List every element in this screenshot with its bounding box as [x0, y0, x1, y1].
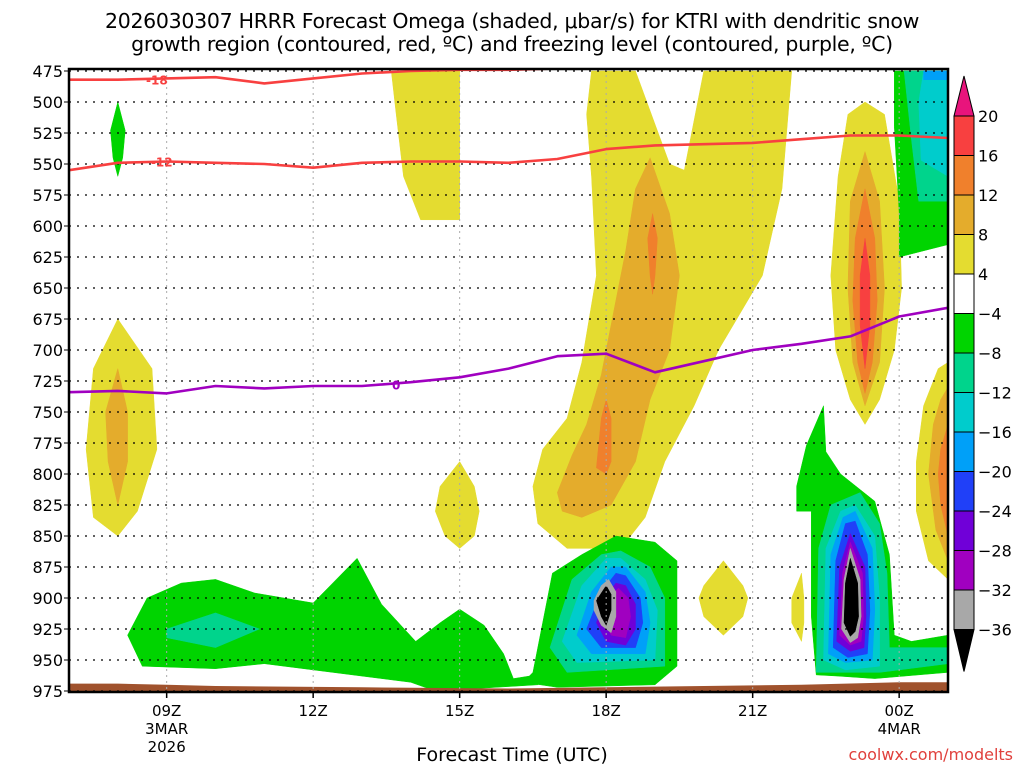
x-label-9-line0: 09Z: [152, 702, 181, 720]
x-label-12-line0: 12Z: [298, 702, 327, 720]
colorbar-label-12: −32: [978, 581, 1012, 600]
colorbar-label-13: −36: [978, 621, 1012, 640]
x-label-21-line0: 21Z: [738, 702, 767, 720]
omega-region-blue-upper-right: [923, 70, 948, 80]
omega-shading: [69, 70, 948, 692]
y-label-550: 550: [32, 155, 63, 174]
x-axis-title: Forecast Time (UTC): [416, 744, 608, 766]
colorbar-label-10: −24: [978, 502, 1012, 521]
y-label-575: 575: [32, 186, 63, 205]
x-label-24-line0: 00Z: [884, 702, 913, 720]
contour-dgz-minus-18: [69, 69, 612, 85]
y-label-650: 650: [32, 279, 63, 298]
y-label-625: 625: [32, 248, 63, 267]
colorbar-bin-1: [953, 155, 975, 196]
colorbar-label-2: 12: [978, 186, 998, 205]
y-label-775: 775: [32, 434, 63, 453]
colorbar-label-7: −12: [978, 384, 1012, 403]
contour-dgz-minus-12: [69, 134, 948, 172]
y-label-600: 600: [32, 217, 63, 236]
colorbar-label-8: −16: [978, 423, 1012, 442]
y-label-500: 500: [32, 93, 63, 112]
chart-title-line2: growth region (contoured, red, ºC) and f…: [131, 32, 893, 56]
colorbar-bin-11: [953, 550, 975, 591]
colorbar-bin-4: [953, 273, 975, 314]
omega-region-yellow-1900-small: [698, 560, 749, 636]
y-label-675: 675: [32, 310, 63, 329]
y-label-725: 725: [32, 372, 63, 391]
y-label-750: 750: [32, 403, 63, 422]
y-label-875: 875: [32, 558, 63, 577]
colorbar-label-6: −8: [978, 344, 1002, 363]
colorbar-bin-12: [953, 589, 975, 630]
omega-region-yellow-2200-small: [791, 572, 805, 642]
colorbar-bin-8: [953, 431, 975, 472]
contour-label-freezing-level-0: 0: [392, 379, 400, 393]
colorbar-bin-6: [953, 352, 975, 393]
colorbar-label-4: 4: [978, 265, 988, 284]
axes: [64, 67, 950, 698]
colorbar-bin-9: [953, 471, 975, 512]
contour-label-dgz-minus-18: -18: [146, 74, 168, 88]
colorbar-bin-7: [953, 392, 975, 433]
temperature-contours: -18 -12 0: [69, 69, 948, 395]
colorbar-label-1: 16: [978, 147, 998, 166]
omega-region-cyan-upper-right: [918, 70, 948, 177]
omega-region-black-2200: [843, 558, 859, 637]
y-axis-labels: 475 500 525 550 575 600 625 650 675 700 725 750 775 8…: [32, 62, 63, 701]
x-label-24-line1: 4MAR: [878, 720, 921, 738]
colorbar-bin-above-max: [953, 75, 975, 117]
x-label-15-line0: 15Z: [445, 702, 474, 720]
colorbar-label-11: −28: [978, 542, 1012, 561]
y-label-850: 850: [32, 527, 63, 546]
colorbar: 20 16 12 8 4 −4 −8 −12 −16 −20 −24 −28 −32 −36: [953, 75, 1012, 672]
y-label-825: 825: [32, 496, 63, 515]
y-label-700: 700: [32, 341, 63, 360]
omega-region-orange-right-edge: [937, 424, 948, 537]
y-label-900: 900: [32, 589, 63, 608]
x-label-18-line0: 18Z: [591, 702, 620, 720]
y-label-475: 475: [32, 62, 63, 81]
omega-region-orange-1800-a: [647, 213, 658, 295]
omega-region-green-0800-upper: [110, 101, 126, 177]
y-label-525: 525: [32, 124, 63, 143]
x-label-9-line1: 3MAR: [145, 720, 188, 738]
colorbar-bin-3: [953, 234, 975, 275]
colorbar-label-9: −20: [978, 463, 1012, 482]
chart-title-line1: 2026030307 HRRR Forecast Omega (shaded, …: [104, 9, 920, 33]
omega-region-red-2300: [859, 238, 871, 369]
y-label-800: 800: [32, 465, 63, 484]
colorbar-label-3: 8: [978, 226, 988, 245]
omega-region-teal-lowlevel-1000: [166, 612, 260, 648]
colorbar-label-0: 20: [978, 107, 998, 126]
x-label-9-line2: 2026: [148, 738, 186, 756]
colorbar-label-5: −4: [978, 305, 1002, 324]
terrain-surface: [69, 682, 948, 691]
y-label-975: 975: [32, 682, 63, 701]
credit-link[interactable]: coolwx.com/modelts: [848, 745, 1013, 764]
y-label-950: 950: [32, 651, 63, 670]
colorbar-bin-10: [953, 510, 975, 551]
colorbar-bin-0: [953, 115, 975, 156]
omega-region-yellow-1500-small: [435, 461, 480, 549]
contour-label-dgz-minus-12: -12: [151, 156, 173, 170]
grid-lines: [69, 69, 948, 692]
y-label-925: 925: [32, 620, 63, 639]
colorbar-bin-2: [953, 194, 975, 235]
colorbar-bin-5: [953, 313, 975, 354]
colorbar-bin-below-min: [953, 629, 975, 672]
contour-freezing-level-0: [69, 306, 948, 395]
omega-region-green-lowlevel-1000: [127, 558, 553, 692]
